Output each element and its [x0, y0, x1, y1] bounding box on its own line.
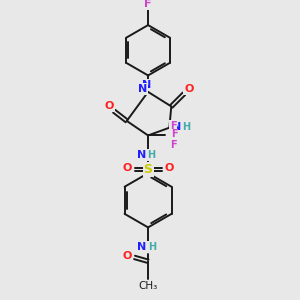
- Text: N: N: [137, 150, 146, 160]
- Text: O: O: [105, 101, 114, 111]
- Text: F: F: [170, 140, 176, 150]
- Text: O: O: [122, 251, 131, 261]
- Text: H: H: [147, 150, 155, 160]
- Text: N: N: [137, 242, 146, 252]
- Text: S: S: [144, 163, 153, 176]
- Text: H: H: [148, 242, 156, 252]
- Text: F: F: [170, 121, 176, 131]
- Text: N: N: [142, 80, 152, 90]
- Text: H: H: [182, 122, 190, 132]
- Text: N: N: [172, 122, 181, 132]
- Text: O: O: [122, 164, 131, 173]
- Text: O: O: [184, 84, 194, 94]
- Text: CH₃: CH₃: [138, 281, 158, 291]
- Text: N: N: [138, 84, 147, 94]
- Text: O: O: [165, 164, 174, 173]
- Text: F: F: [144, 0, 152, 9]
- Text: F: F: [171, 130, 178, 140]
